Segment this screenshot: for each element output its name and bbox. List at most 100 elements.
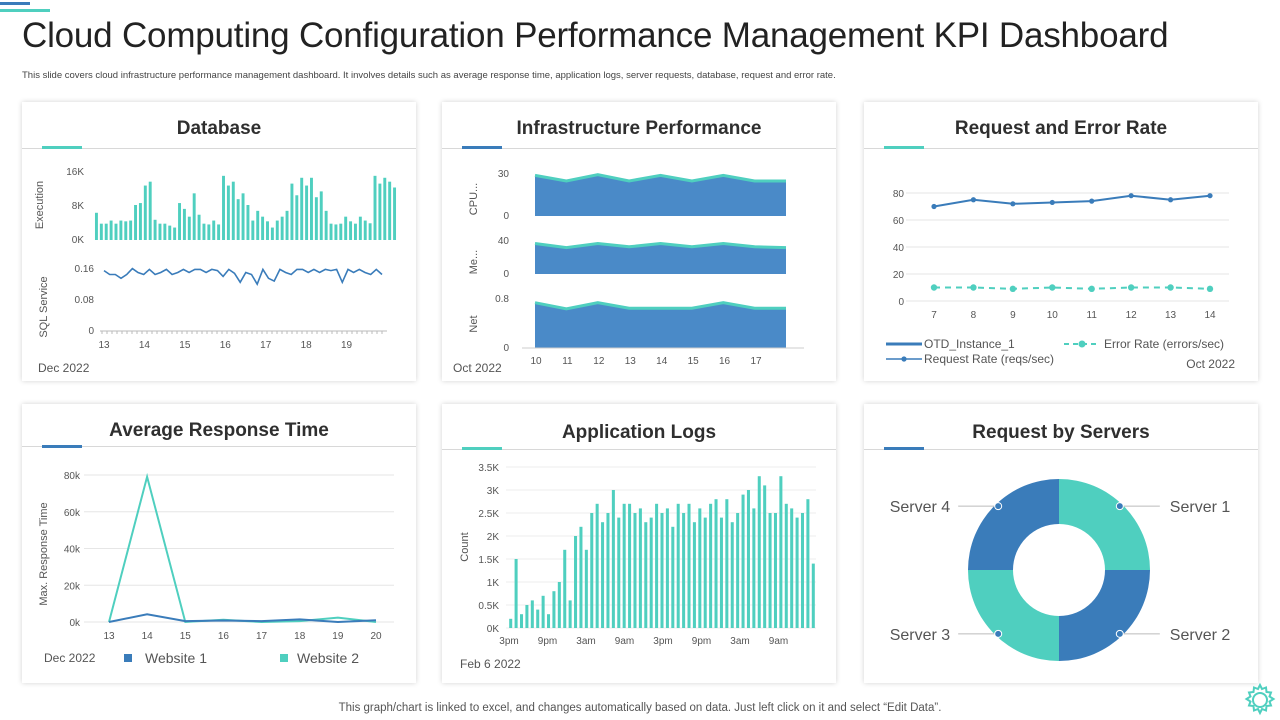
applogs-bar <box>644 522 648 628</box>
execution-bar <box>236 199 240 240</box>
infra-cpu-tick-top: 30 <box>498 169 510 180</box>
applogs-bar <box>611 490 615 628</box>
execution-bar <box>270 227 274 240</box>
execution-bar <box>305 185 309 240</box>
execution-bar <box>368 223 372 240</box>
website-1-line <box>108 613 377 624</box>
database-panel: Database 16K 8K 0K Execution 0.16 0.08 0 SQL Se… <box>22 102 416 381</box>
server-slice <box>1059 479 1150 570</box>
server-leader-dot <box>1115 629 1124 638</box>
database-accent <box>42 146 82 149</box>
server-slice <box>1059 570 1150 661</box>
error-rate-point <box>1088 285 1095 293</box>
error-rate-point <box>970 284 977 291</box>
applogs-x-tick: 9am <box>769 636 788 647</box>
servers-title: Request by Servers <box>972 422 1150 443</box>
avgresp-y-tick: 0k <box>69 618 81 629</box>
reqerr-x-tick: 12 <box>1126 310 1138 321</box>
infra-mem-tick-bottom: 0 <box>503 269 509 280</box>
avgresp-x-tick: 14 <box>142 631 154 642</box>
applogs-bar <box>811 563 815 628</box>
infrastructure-rule <box>442 148 836 149</box>
infra-mem-tick-top: 40 <box>498 236 510 247</box>
request-error-accent <box>884 146 924 149</box>
execution-bar <box>197 214 201 240</box>
reqerr-y-tick: 60 <box>893 216 905 227</box>
execution-bar <box>178 203 181 240</box>
execution-bar <box>173 227 177 240</box>
applogs-bar <box>709 503 713 628</box>
sql-x-tick: 14 <box>139 340 151 351</box>
servers-chart[interactable]: Server 1 Server 2 Server 3 Server 4 <box>864 404 1258 683</box>
execution-bar <box>295 195 299 240</box>
applogs-bar <box>530 600 534 628</box>
request-rate-point <box>1167 197 1174 203</box>
avg-response-chart[interactable]: 80k 60k 40k 20k 0k 13 14 15 16 17 18 19 20 Max. Respo… <box>22 404 416 683</box>
execution-bar <box>99 223 103 240</box>
request-error-date: Oct 2022 <box>1186 357 1235 371</box>
infra-mem-edge <box>534 241 787 250</box>
applogs-bar <box>628 503 632 628</box>
applogs-bar <box>584 549 588 628</box>
reqerr-x-tick: 13 <box>1165 310 1177 321</box>
database-chart[interactable]: 16K 8K 0K Execution 0.16 0.08 0 SQL Service 13 14… <box>22 102 416 381</box>
legend-error-dot <box>1078 340 1086 348</box>
servers-rule <box>864 449 1258 450</box>
execution-bar <box>114 223 118 240</box>
request-error-rule <box>864 148 1258 149</box>
applogs-y-tick: 2.5K <box>478 509 499 520</box>
execution-bar <box>275 220 279 240</box>
infra-x-tick: 13 <box>625 356 637 367</box>
applogs-bar <box>595 503 599 628</box>
execution-bar <box>300 177 304 240</box>
avgresp-x-tick: 20 <box>370 631 382 642</box>
request-error-title: Request and Error Rate <box>954 118 1168 139</box>
footer-note: This graph/chart is linked to excel, and… <box>338 702 942 714</box>
applogs-bar <box>606 513 610 628</box>
execution-bar <box>266 221 269 240</box>
avgresp-x-tick: 18 <box>294 631 306 642</box>
execution-bar <box>119 220 123 240</box>
execution-bar <box>373 175 377 240</box>
applogs-bar <box>622 503 626 628</box>
legend-request-label: Request Rate (reqs/sec) <box>924 352 1054 366</box>
execution-bar <box>148 181 152 240</box>
execution-bar <box>104 223 108 240</box>
infra-cpu-tick-bottom: 0 <box>503 211 509 222</box>
request-rate-point <box>1010 201 1016 207</box>
database-title: Database <box>176 118 262 139</box>
applogs-bar <box>574 536 578 628</box>
applogs-bar <box>579 526 583 628</box>
applogs-bar <box>547 614 551 628</box>
applogs-bar <box>519 614 524 628</box>
avgresp-axis-label: Max. Response Time <box>38 502 50 605</box>
applogs-x-tick: 9pm <box>538 636 557 647</box>
execution-bar <box>383 177 387 240</box>
legend-website-2-label: Website 2 <box>297 650 359 666</box>
applogs-bar <box>763 485 767 628</box>
applogs-bar <box>514 559 518 628</box>
error-rate-line <box>934 286 1211 290</box>
infra-mem-area <box>535 243 786 274</box>
infrastructure-date: Oct 2022 <box>453 361 502 375</box>
server-leader-dot <box>994 629 1003 638</box>
page-subtitle: This slide covers cloud infrastructure p… <box>22 70 836 81</box>
execution-bar <box>261 216 265 240</box>
applogs-bar <box>617 517 621 628</box>
reqerr-y-tick: 0 <box>898 297 904 308</box>
applogs-bar <box>568 600 572 628</box>
request-error-chart[interactable]: 80 60 40 20 0 7 8 9 10 11 12 13 14 OTD_Instance_1 Erro… <box>864 102 1258 381</box>
app-logs-rule <box>442 449 836 450</box>
applogs-bar <box>714 499 718 628</box>
request-rate-point <box>1128 193 1134 199</box>
reqerr-x-tick: 8 <box>971 310 977 321</box>
avgresp-x-tick: 17 <box>256 631 268 642</box>
execution-bar <box>192 193 196 240</box>
request-rate-point <box>1049 199 1055 206</box>
infrastructure-chart[interactable]: 30 0 CPU... 40 0 Me... 0.8 0 Net 10 11 12 13 14 15 16 17… <box>442 102 836 381</box>
reqerr-x-tick: 11 <box>1087 310 1098 321</box>
applogs-axis-label: Count <box>459 532 471 561</box>
server-leader-dot <box>994 502 1003 511</box>
execution-bar <box>109 220 113 240</box>
